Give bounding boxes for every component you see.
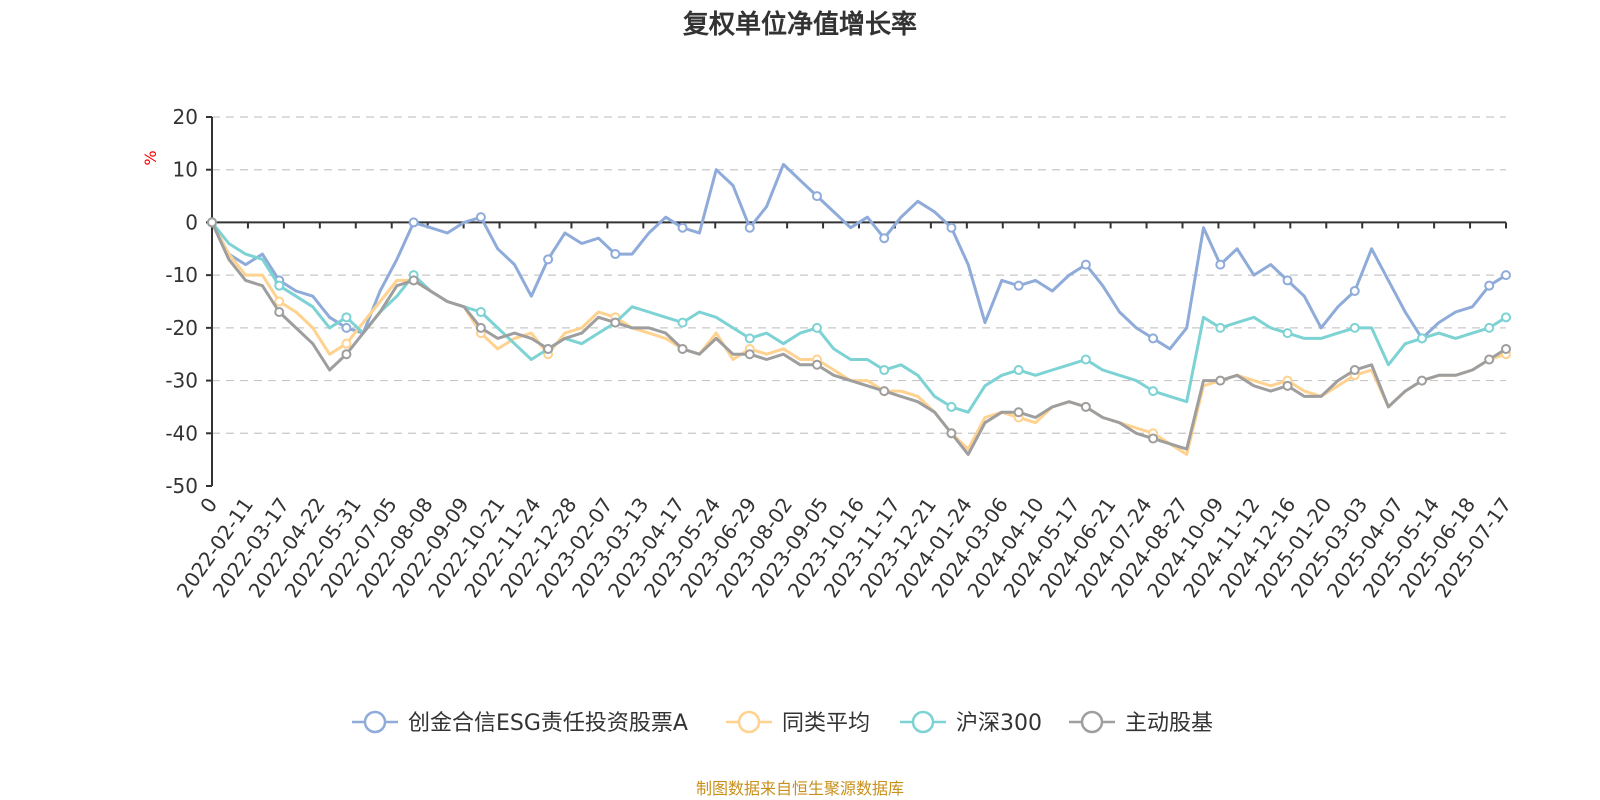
- y-axis-unit-label: %: [141, 150, 160, 165]
- data-source-note: 制图数据来自恒生聚源数据库: [696, 779, 904, 798]
- legend-marker: [1080, 710, 1104, 734]
- series-point: [1215, 259, 1226, 270]
- series-point: [744, 333, 755, 344]
- series-point: [1349, 365, 1360, 376]
- series-point: [946, 401, 957, 412]
- series-point: [1013, 280, 1024, 291]
- series-point: [1416, 333, 1427, 344]
- series-point: [341, 322, 352, 333]
- chart-title: 复权单位净值增长率: [683, 9, 917, 40]
- series-point: [879, 365, 890, 376]
- series-point: [946, 222, 957, 233]
- series-point: [1349, 322, 1360, 333]
- y-axis-ticks: -50 -40 -30 -20 -10 0 10 20: [165, 105, 212, 498]
- series-point: [475, 212, 486, 223]
- legend-marker: [737, 710, 761, 734]
- series-point: [811, 359, 822, 370]
- series-point: [1148, 386, 1159, 397]
- series-point: [408, 275, 419, 286]
- series-point: [1501, 270, 1511, 281]
- series-0: [207, 162, 1511, 351]
- y-tick-label: -10: [165, 263, 198, 287]
- legend-item[interactable]: 主动股基: [1069, 710, 1213, 736]
- series-point: [274, 280, 285, 291]
- legend-marker: [911, 710, 935, 734]
- series-point: [543, 343, 554, 354]
- legend-label: 主动股基: [1125, 711, 1213, 736]
- series-point: [1416, 375, 1427, 386]
- legend-marker: [363, 710, 387, 734]
- series-point: [1484, 354, 1495, 365]
- series-point: [543, 254, 554, 265]
- series-point: [274, 296, 285, 307]
- series-point: [408, 217, 419, 228]
- series-point: [1013, 365, 1024, 376]
- series-point: [1080, 259, 1091, 270]
- series-point: [1148, 433, 1159, 444]
- y-tick-label: 0: [185, 210, 198, 234]
- series-point: [1282, 275, 1293, 286]
- series-point: [475, 322, 486, 333]
- legend-item[interactable]: 创金合信ESG责任投资股票A: [352, 710, 688, 736]
- legend-label: 创金合信ESG责任投资股票A: [408, 711, 688, 736]
- series-point: [879, 386, 890, 397]
- y-tick-label: -40: [165, 421, 198, 445]
- series-point: [811, 191, 822, 202]
- series-point: [1484, 322, 1495, 333]
- legend-label: 同类平均: [782, 711, 870, 736]
- y-tick-label: -30: [165, 369, 198, 393]
- series-point: [1215, 375, 1226, 386]
- legend-item[interactable]: 同类平均: [726, 710, 870, 736]
- series-point: [946, 428, 957, 439]
- series-point: [341, 349, 352, 360]
- y-tick-label: -20: [165, 316, 198, 340]
- series-point: [274, 307, 285, 318]
- series-point: [207, 217, 217, 228]
- series-point: [1282, 328, 1293, 339]
- legend-label: 沪深300: [956, 711, 1042, 736]
- series-point: [1501, 343, 1511, 354]
- grid: [212, 116, 1506, 434]
- axes: [211, 117, 1506, 486]
- series-point: [677, 343, 688, 354]
- series-point: [677, 222, 688, 233]
- series-point: [610, 317, 621, 328]
- series-point: [1148, 333, 1159, 344]
- series-point: [744, 349, 755, 360]
- series-point: [1013, 407, 1024, 418]
- series-point: [1080, 354, 1091, 365]
- y-tick-label: -50: [165, 474, 198, 498]
- y-tick-label: 10: [173, 158, 198, 182]
- x-tick-label: 0: [195, 493, 222, 517]
- x-axis-ticks: 02022-02-112022-03-172022-04-222022-05-3…: [172, 222, 1516, 602]
- legend[interactable]: 创金合信ESG责任投资股票A 同类平均 沪深300 主动股基: [352, 710, 1213, 736]
- series-point: [677, 317, 688, 328]
- series-point: [1282, 380, 1293, 391]
- series-3: [207, 217, 1511, 456]
- series-point: [1484, 280, 1495, 291]
- series-point: [341, 312, 352, 323]
- series-point: [811, 322, 822, 333]
- series-point: [475, 307, 486, 318]
- series-point: [1501, 312, 1511, 323]
- series-point: [1349, 285, 1360, 296]
- series-point: [1080, 401, 1091, 412]
- series-point: [610, 249, 621, 260]
- series-point: [744, 222, 755, 233]
- y-tick-label: 20: [173, 105, 198, 129]
- legend-item[interactable]: 沪深300: [900, 710, 1042, 736]
- series-point: [1215, 322, 1226, 333]
- series-point: [879, 233, 890, 244]
- series-point: [341, 338, 352, 349]
- series-lines: [207, 162, 1511, 456]
- series-line: [210, 162, 1507, 351]
- series-1: [207, 217, 1511, 456]
